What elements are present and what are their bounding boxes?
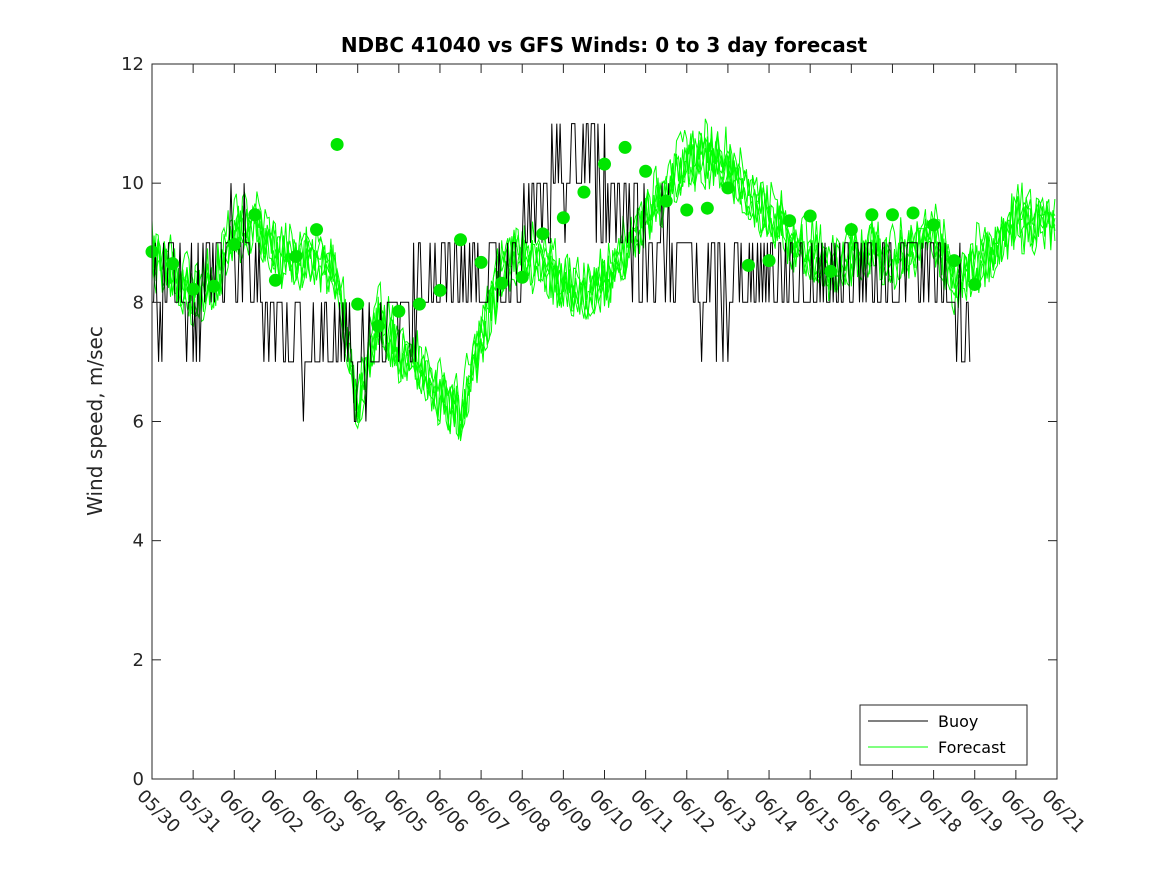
- buoy-line: [152, 123, 971, 422]
- y-tick-label: 6: [133, 412, 144, 433]
- plot-data: [145, 118, 1056, 442]
- forecast-point: [515, 270, 529, 284]
- forecast-point: [371, 319, 385, 333]
- forecast-point: [577, 185, 591, 199]
- forecast-point: [783, 214, 797, 228]
- forecast-point: [721, 181, 735, 195]
- forecast-point: [351, 297, 365, 311]
- forecast-point: [844, 223, 858, 237]
- forecast-point: [268, 273, 282, 287]
- forecast-point: [947, 254, 961, 268]
- forecast-point: [310, 223, 324, 237]
- forecast-point: [824, 264, 838, 278]
- y-tick-label: 12: [121, 54, 144, 75]
- y-tick-label: 8: [133, 292, 144, 313]
- forecast-point: [536, 227, 550, 241]
- forecast-point: [741, 258, 755, 272]
- forecast-point: [618, 140, 632, 154]
- y-tick-label: 10: [121, 173, 144, 194]
- y-tick-label: 0: [133, 769, 144, 790]
- forecast-point: [927, 218, 941, 232]
- forecast-point: [227, 238, 241, 252]
- forecast-point: [454, 233, 468, 247]
- forecast-point: [392, 304, 406, 318]
- forecast-point: [495, 276, 509, 290]
- legend-forecast-label: Forecast: [938, 738, 1006, 757]
- forecast-point: [700, 201, 714, 215]
- forecast-point: [865, 208, 879, 222]
- forecast-point: [598, 157, 611, 171]
- forecast-point: [330, 137, 344, 151]
- forecast-point: [166, 257, 180, 271]
- forecast-point: [248, 208, 262, 222]
- forecast-point: [659, 194, 673, 208]
- chart-title: NDBC 41040 vs GFS Winds: 0 to 3 day fore…: [341, 33, 868, 57]
- forecast-point: [906, 206, 920, 220]
- forecast-point: [885, 208, 899, 222]
- legend-box: [859, 704, 1028, 766]
- forecast-point: [412, 297, 426, 311]
- forecast-point: [186, 282, 200, 296]
- forecast-point: [207, 279, 221, 293]
- forecast-point: [639, 164, 653, 178]
- forecast-point: [803, 209, 817, 223]
- forecast-point: [289, 249, 303, 263]
- y-tick-label: 4: [133, 531, 144, 552]
- forecast-point: [680, 203, 694, 217]
- y-tick-label: 2: [133, 650, 144, 671]
- y-axis-label: Wind speed, m/sec: [83, 326, 107, 516]
- forecast-point: [762, 254, 776, 268]
- forecast-point: [556, 211, 570, 225]
- forecast-point: [433, 283, 447, 297]
- legend-buoy-label: Buoy: [938, 712, 978, 731]
- forecast-point: [474, 255, 488, 269]
- forecast-point: [968, 277, 982, 291]
- legend: Buoy Forecast: [859, 704, 1028, 766]
